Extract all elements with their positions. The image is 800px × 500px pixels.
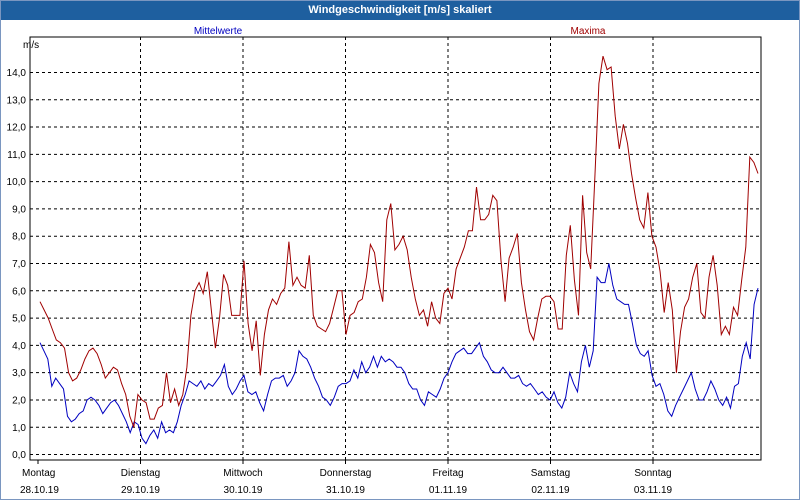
y-tick-label: 2,0 bbox=[12, 395, 26, 406]
x-tick-date: 28.10.19 bbox=[20, 485, 59, 496]
y-tick-label: 9,0 bbox=[12, 204, 26, 215]
y-tick-label: 1,0 bbox=[12, 423, 26, 434]
y-tick-label: 8,0 bbox=[12, 232, 26, 243]
y-tick-label: 14,0 bbox=[7, 68, 27, 79]
x-tick-day: Samstag bbox=[531, 468, 570, 479]
y-tick-label: 5,0 bbox=[12, 314, 26, 325]
y-tick-label: 13,0 bbox=[7, 95, 27, 106]
x-tick-day: Freitag bbox=[432, 468, 463, 479]
y-axis-unit: m/s bbox=[23, 40, 39, 51]
y-tick-label: 6,0 bbox=[12, 286, 26, 297]
y-axis-ticks: 0,0 1,0 2,0 3,0 4,0 5,0 6,0 7,0 8,0 9,0 10,0 11,0 12… bbox=[7, 68, 27, 461]
x-tick-day: Dienstag bbox=[121, 468, 160, 479]
grid bbox=[30, 37, 761, 460]
x-tick-date: 01.11.19 bbox=[429, 485, 468, 496]
y-tick-label: 0,0 bbox=[12, 450, 26, 461]
x-tick-day: Donnerstag bbox=[320, 468, 372, 479]
x-tick-date: 02.11.19 bbox=[531, 485, 570, 496]
y-tick-label: 3,0 bbox=[12, 368, 26, 379]
legend-mittelwerte: Mittelwerte bbox=[194, 26, 243, 37]
y-tick-label: 7,0 bbox=[12, 259, 26, 270]
x-tick-date: 31.10.19 bbox=[326, 485, 365, 496]
x-tick-day: Sonntag bbox=[634, 468, 671, 479]
series-lines bbox=[39, 55, 759, 445]
window-title: Windgeschwindigkeit [m/s] skaliert bbox=[1, 1, 799, 20]
y-tick-label: 4,0 bbox=[12, 341, 26, 352]
series-maxima bbox=[39, 55, 759, 428]
y-tick-label: 12,0 bbox=[7, 123, 27, 134]
y-tick-label: 10,0 bbox=[7, 177, 27, 188]
y-tick-label: 11,0 bbox=[7, 150, 26, 161]
x-tick-day: Montag bbox=[22, 468, 55, 479]
series-mittelwerte bbox=[39, 263, 759, 445]
x-tick-date: 30.10.19 bbox=[224, 485, 263, 496]
legend-maxima: Maxima bbox=[570, 26, 605, 37]
x-tick-day: Mittwoch bbox=[223, 468, 262, 479]
x-tick-date: 03.11.19 bbox=[634, 485, 673, 496]
x-tick-date: 29.10.19 bbox=[121, 485, 160, 496]
x-axis-ticks: Montag 28.10.19 Dienstag 29.10.19 Mittwoch 30… bbox=[20, 460, 673, 496]
